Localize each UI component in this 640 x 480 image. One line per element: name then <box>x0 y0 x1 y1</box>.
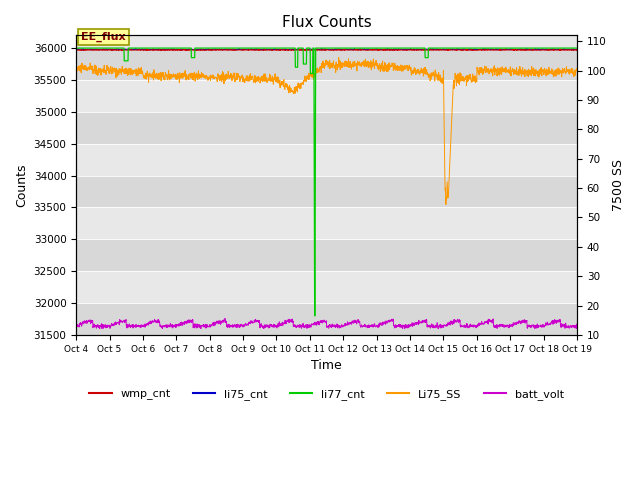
Bar <box>76 80 577 112</box>
wmp_cnt <box>559 47 567 53</box>
wmp_cnt <box>98 47 106 53</box>
Legend: wmp_cnt, li75_cnt, li77_cnt, Li75_SS, batt_volt: wmp_cnt, li75_cnt, li77_cnt, Li75_SS, ba… <box>85 384 568 404</box>
batt_volt <box>72 325 80 331</box>
Bar <box>76 303 577 335</box>
wmp_cnt <box>467 48 475 53</box>
Y-axis label: Counts: Counts <box>15 163 28 207</box>
Text: EE_flux: EE_flux <box>81 32 126 42</box>
Bar <box>76 48 577 80</box>
li77_cnt <box>72 45 80 51</box>
li75_cnt <box>559 47 566 52</box>
Bar <box>76 144 577 176</box>
batt_volt <box>96 326 104 332</box>
li77_cnt <box>559 45 566 51</box>
Line: Li75_SS: Li75_SS <box>76 58 577 204</box>
li77_cnt <box>98 45 106 51</box>
batt_volt <box>316 318 324 324</box>
li77_cnt <box>573 45 581 51</box>
wmp_cnt <box>516 47 524 52</box>
li75_cnt <box>467 46 475 52</box>
wmp_cnt <box>559 47 566 53</box>
li75_cnt <box>559 47 567 52</box>
li77_cnt <box>559 45 566 51</box>
li75_cnt <box>316 47 324 52</box>
Line: li77_cnt: li77_cnt <box>76 48 577 316</box>
Li75_SS <box>303 74 310 80</box>
Bar <box>76 207 577 240</box>
Li75_SS <box>72 62 80 68</box>
Bar <box>76 112 577 144</box>
batt_volt <box>559 321 567 327</box>
li75_cnt <box>303 47 311 52</box>
li77_cnt <box>467 45 475 51</box>
li75_cnt <box>200 47 207 53</box>
batt_volt <box>303 325 311 331</box>
Li75_SS <box>335 55 342 60</box>
batt_volt <box>559 322 566 328</box>
Y-axis label: 7500 SS: 7500 SS <box>612 159 625 211</box>
Li75_SS <box>98 70 106 75</box>
Li75_SS <box>467 78 475 84</box>
li77_cnt <box>303 61 310 67</box>
Li75_SS <box>573 66 581 72</box>
Line: wmp_cnt: wmp_cnt <box>76 49 577 51</box>
li75_cnt <box>72 47 80 52</box>
batt_volt <box>221 315 229 321</box>
batt_volt <box>573 323 581 328</box>
Title: Flux Counts: Flux Counts <box>282 15 371 30</box>
Bar <box>76 176 577 207</box>
batt_volt <box>467 322 475 328</box>
li77_cnt <box>311 313 319 319</box>
Li75_SS <box>442 202 450 207</box>
Bar <box>76 271 577 303</box>
Line: li75_cnt: li75_cnt <box>76 49 577 50</box>
wmp_cnt <box>72 47 80 53</box>
wmp_cnt <box>303 47 310 53</box>
Line: batt_volt: batt_volt <box>76 318 577 329</box>
batt_volt <box>98 326 106 332</box>
wmp_cnt <box>573 48 581 53</box>
wmp_cnt <box>316 47 324 53</box>
X-axis label: Time: Time <box>311 359 342 372</box>
Li75_SS <box>316 65 323 71</box>
Bar <box>76 240 577 271</box>
Li75_SS <box>559 68 566 74</box>
li77_cnt <box>316 45 324 51</box>
li75_cnt <box>236 46 243 52</box>
wmp_cnt <box>118 48 125 54</box>
li75_cnt <box>98 47 106 52</box>
li75_cnt <box>573 46 581 52</box>
Li75_SS <box>559 67 567 72</box>
